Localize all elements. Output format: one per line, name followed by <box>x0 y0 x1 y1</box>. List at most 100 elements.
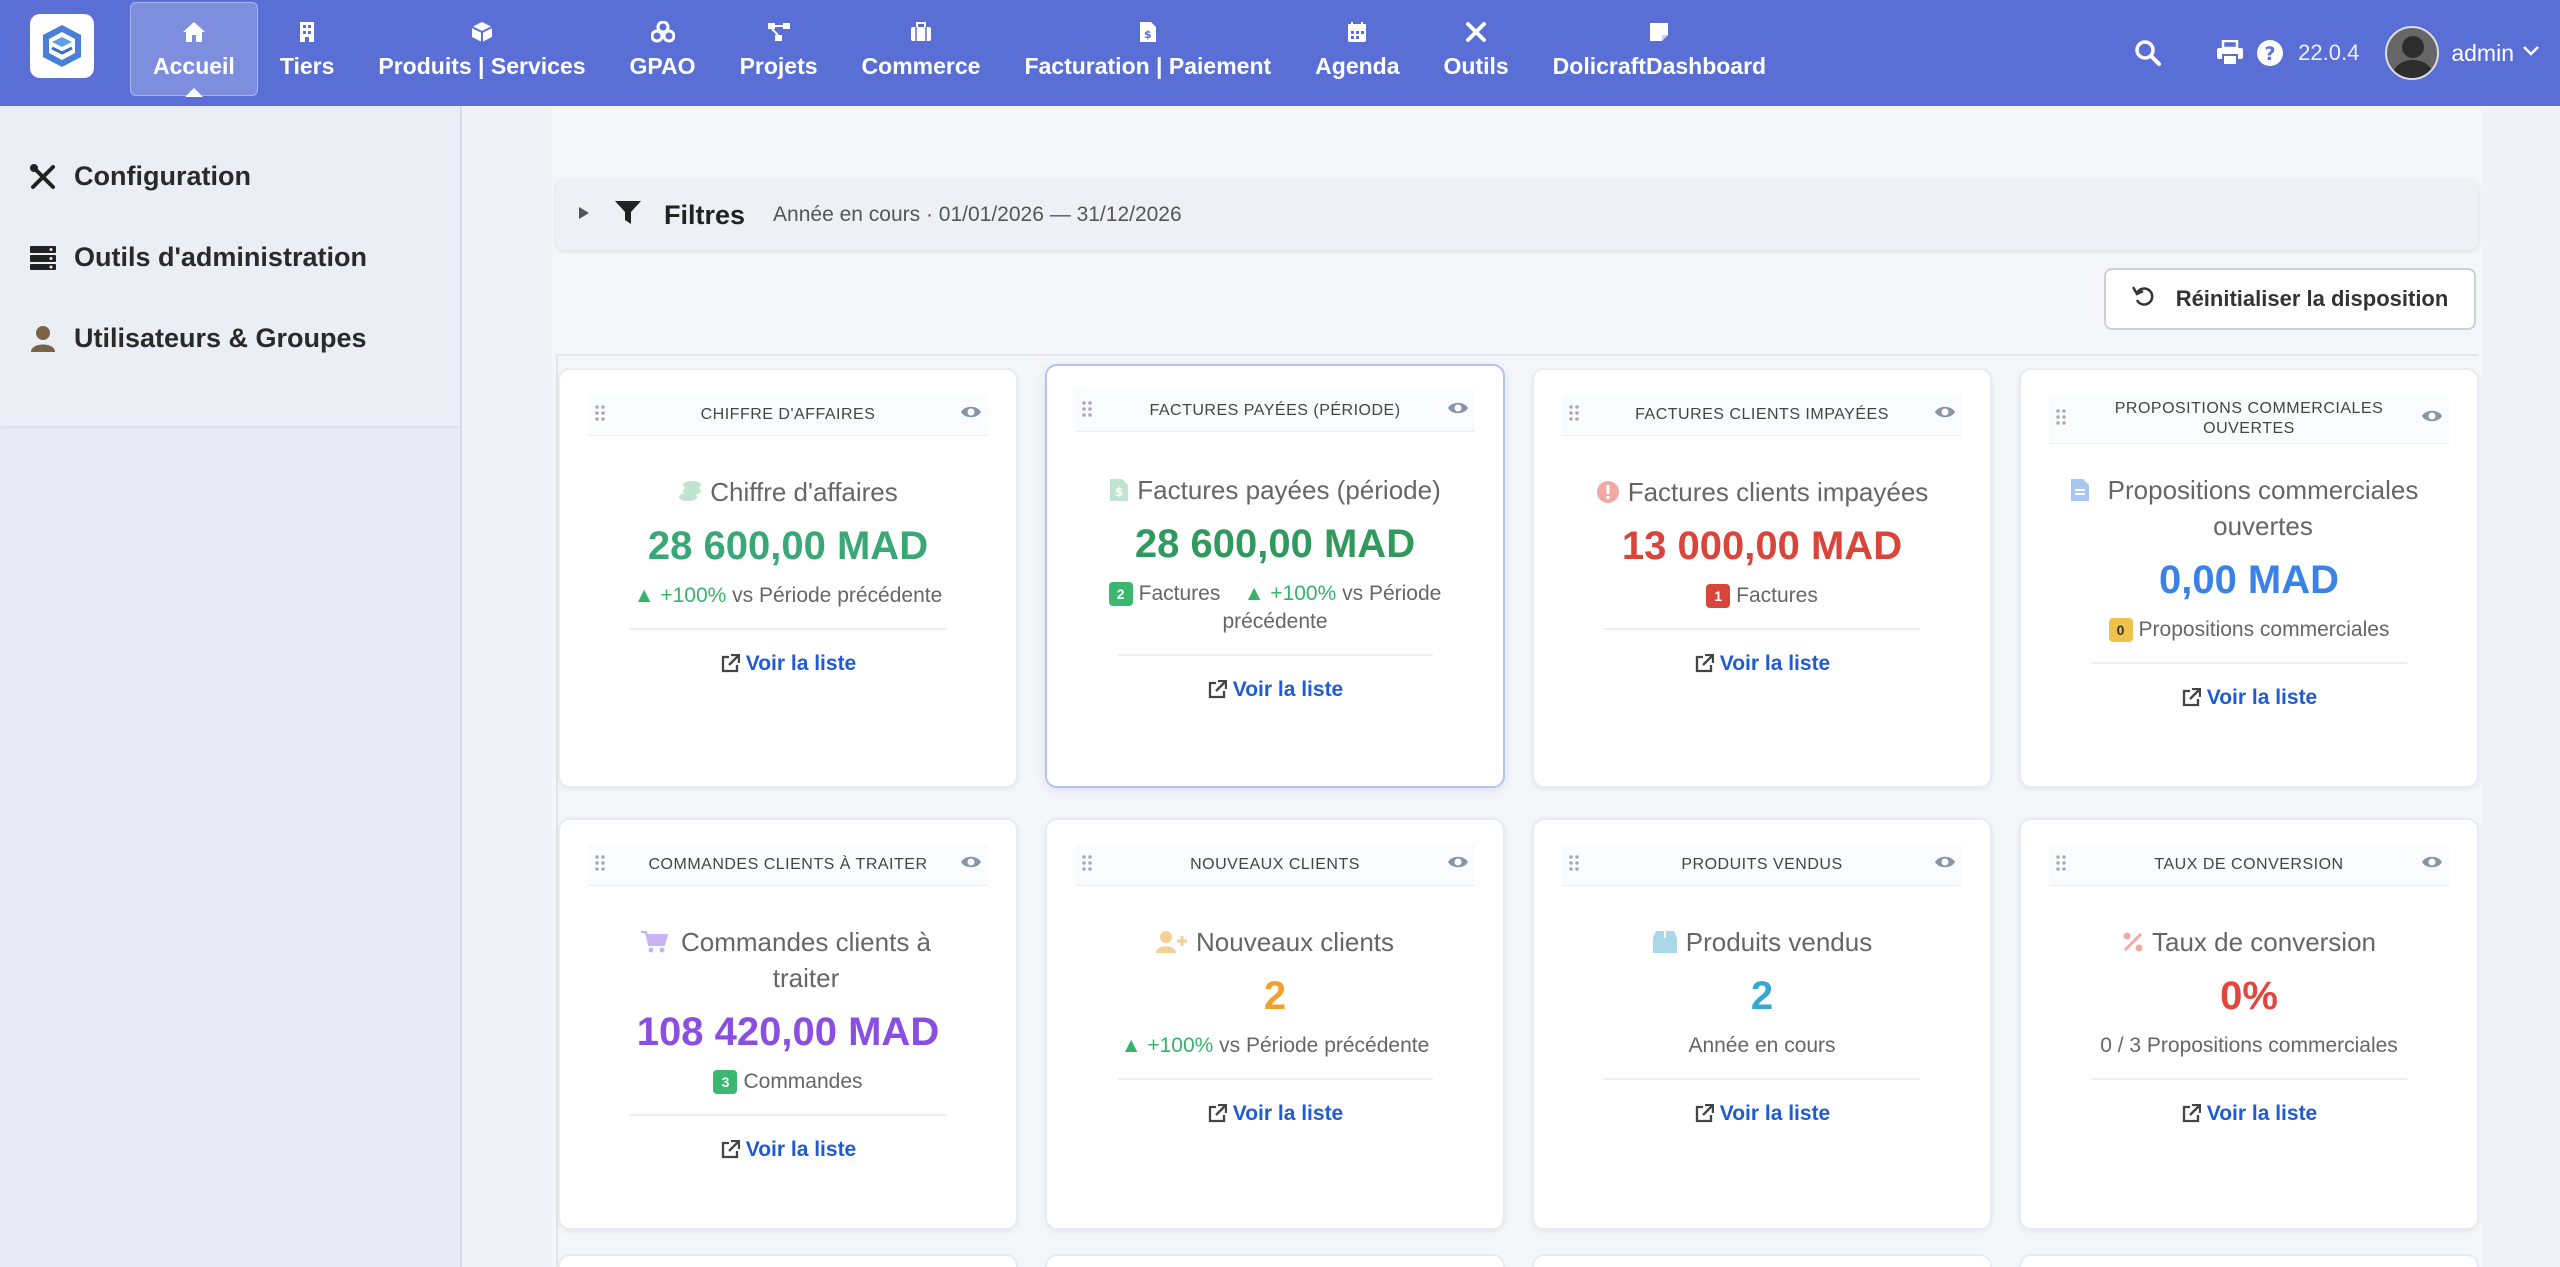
building-icon <box>294 19 320 45</box>
metric-details: 2 Factures ▲ +100% vs Période précédente <box>1087 580 1463 636</box>
external-link-icon <box>1694 1104 1714 1124</box>
search-icon[interactable] <box>2132 37 2164 69</box>
main-content: Filtres Année en cours · 01/01/2026 — 31… <box>552 106 2482 1267</box>
view-list-link[interactable]: Voir la liste <box>2181 686 2317 710</box>
menu-item-gpao[interactable]: GPAO <box>608 2 718 96</box>
count-badge: 1 <box>1706 584 1731 609</box>
filter-icon <box>614 200 642 231</box>
sidebar-item-label: Configuration <box>74 161 251 191</box>
expand-triangle-icon[interactable] <box>578 206 590 225</box>
view-list-link[interactable]: Voir la liste <box>2181 1102 2317 1126</box>
divider <box>2091 662 2407 664</box>
drag-handle-icon[interactable] <box>1568 404 1580 427</box>
filters-description: Année en cours · 01/01/2026 — 31/12/2026 <box>773 203 1182 226</box>
percent-icon <box>2122 931 2144 953</box>
widget-card-partial <box>1532 1254 1992 1267</box>
metric-value: 2 <box>1263 974 1287 1018</box>
view-list-link[interactable]: Voir la liste <box>1694 1102 1830 1126</box>
card-header-title: PRODUITS VENDUS <box>1681 855 1843 873</box>
server-icon <box>28 243 58 273</box>
drag-handle-icon[interactable] <box>1081 400 1093 423</box>
sidebar-menu: Configuration Outils d'administration Ut… <box>0 106 460 426</box>
box-icon <box>1652 930 1678 954</box>
sidebar-item-outils-administration[interactable]: Outils d'administration <box>0 217 460 298</box>
menu-item-produits-services[interactable]: Produits | Services <box>356 2 607 96</box>
menu-item-outils[interactable]: Outils <box>1422 2 1531 96</box>
eye-icon[interactable] <box>2421 408 2443 429</box>
suitcase-icon <box>908 19 934 45</box>
eye-icon[interactable] <box>1447 854 1469 875</box>
menu-label: Produits | Services <box>378 52 586 79</box>
metric-details: 1 Factures <box>1574 582 1950 610</box>
view-list-link[interactable]: Voir la liste <box>1207 1102 1343 1126</box>
drag-handle-icon[interactable] <box>594 854 606 877</box>
user-name[interactable]: admin <box>2451 39 2514 66</box>
sidebar-item-configuration[interactable]: Configuration <box>0 136 460 217</box>
badge-label: Factures <box>1736 584 1818 607</box>
main-menu: Accueil Tiers Produits | Services GPAO P… <box>130 0 1788 106</box>
top-navbar: Accueil Tiers Produits | Services GPAO P… <box>0 0 2560 106</box>
reset-layout-label: Réinitialiser la disposition <box>2175 286 2449 311</box>
divider <box>2091 1078 2407 1080</box>
avatar[interactable] <box>2385 26 2440 80</box>
home-icon <box>181 19 207 45</box>
widget-card-produits-vendus: PRODUITS VENDUS Produits vendus 2 Année … <box>1532 818 1992 1230</box>
widget-card-taux-conversion: TAUX DE CONVERSION Taux de conversion 0%… <box>2019 818 2479 1230</box>
divider <box>1604 628 1920 630</box>
metric-value: 28 600,00 MAD <box>1134 522 1416 566</box>
menu-item-dolicraftdashboard[interactable]: DolicraftDashboard <box>1531 2 1788 96</box>
card-header: PRODUITS VENDUS <box>1562 844 1962 886</box>
metric-trend: ▲ +100% vs Période précédente <box>1087 1032 1463 1060</box>
menu-item-facturation-paiement[interactable]: $ Facturation | Paiement <box>1002 2 1293 96</box>
trend-up: ▲ +100% <box>1120 1034 1214 1057</box>
menu-item-projets[interactable]: Projets <box>718 2 840 96</box>
filters-bar[interactable]: Filtres Année en cours · 01/01/2026 — 31… <box>556 180 2478 250</box>
card-header-title: COMMANDES CLIENTS À TRAITER <box>648 855 928 873</box>
menu-item-accueil[interactable]: Accueil <box>130 2 258 97</box>
print-icon[interactable] <box>2214 37 2246 69</box>
count-badge: 0 <box>2108 618 2133 643</box>
menu-label: Accueil <box>153 52 235 79</box>
help-icon[interactable]: ? <box>2254 37 2286 69</box>
sidebar-item-label: Outils d'administration <box>74 242 367 272</box>
metric-subtitle: Année en cours <box>1688 1034 1836 1057</box>
eye-icon[interactable] <box>1934 404 1956 425</box>
drag-handle-icon[interactable] <box>1568 854 1580 877</box>
topbar-right: ? 22.0.4 admin <box>2132 0 2560 106</box>
menu-label: DolicraftDashboard <box>1552 52 1767 79</box>
reset-layout-button[interactable]: Réinitialiser la disposition <box>2104 268 2476 330</box>
drag-handle-icon[interactable] <box>594 404 606 427</box>
metric-value: 13 000,00 MAD <box>1621 524 1903 568</box>
menu-item-agenda[interactable]: Agenda <box>1293 2 1421 96</box>
eye-icon[interactable] <box>960 404 982 425</box>
widget-card-propositions-ouvertes: PROPOSITIONS COMMERCIALES OUVERTES Propo… <box>2019 368 2479 788</box>
sidebar: Configuration Outils d'administration Ut… <box>0 106 462 1267</box>
view-list-link[interactable]: Voir la liste <box>720 652 856 676</box>
external-link-icon <box>1207 680 1227 700</box>
metric-name: $ Factures payées (période) <box>1109 472 1441 508</box>
widget-card-nouveaux-clients: NOUVEAUX CLIENTS Nouveaux clients 2 ▲ +1… <box>1045 818 1505 1230</box>
widget-card-factures-impayees: FACTURES CLIENTS IMPAYÉES Factures clien… <box>1532 368 1992 788</box>
sidebar-item-utilisateurs-groupes[interactable]: Utilisateurs & Groupes <box>0 298 460 379</box>
drag-handle-icon[interactable] <box>2055 408 2067 431</box>
view-list-link[interactable]: Voir la liste <box>720 1138 856 1162</box>
eye-icon[interactable] <box>1934 854 1956 875</box>
eye-icon[interactable] <box>2421 854 2443 875</box>
view-list-link[interactable]: Voir la liste <box>1207 678 1343 702</box>
metric-name: Commandes clients à traiter <box>640 924 936 996</box>
trend-up: ▲ +100% <box>1243 582 1337 605</box>
view-list-link[interactable]: Voir la liste <box>1694 652 1830 676</box>
external-link-icon <box>1694 654 1714 674</box>
eye-icon[interactable] <box>1447 400 1469 421</box>
menu-item-commerce[interactable]: Commerce <box>840 2 1003 96</box>
drag-handle-icon[interactable] <box>1081 854 1093 877</box>
menu-item-tiers[interactable]: Tiers <box>258 2 357 96</box>
app-logo[interactable] <box>30 14 94 78</box>
tools-icon <box>1463 19 1489 45</box>
drag-handle-icon[interactable] <box>2055 854 2067 877</box>
project-diagram-icon <box>766 19 792 45</box>
widget-card-partial <box>558 1254 1018 1267</box>
eye-icon[interactable] <box>960 854 982 875</box>
trend-label: vs Période précédente <box>1213 1034 1430 1057</box>
chevron-down-icon[interactable] <box>2522 44 2540 62</box>
